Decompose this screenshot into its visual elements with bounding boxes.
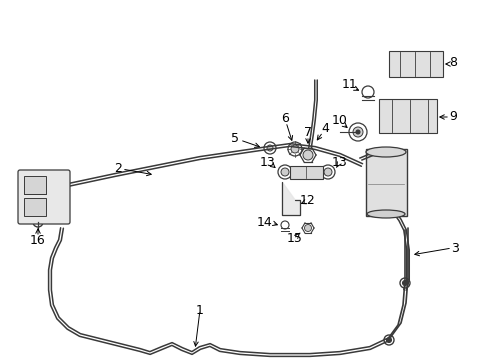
Text: 15: 15 (286, 231, 303, 244)
Circle shape (278, 165, 291, 179)
Ellipse shape (366, 210, 404, 218)
Circle shape (396, 194, 403, 202)
FancyBboxPatch shape (24, 198, 46, 216)
Circle shape (399, 278, 409, 288)
Text: 8: 8 (448, 55, 456, 68)
Text: 3: 3 (450, 242, 458, 255)
Text: 2: 2 (114, 162, 122, 175)
Text: 16: 16 (30, 234, 46, 247)
Text: 10: 10 (331, 113, 347, 126)
Circle shape (399, 60, 407, 68)
Circle shape (390, 112, 398, 120)
Circle shape (386, 338, 391, 342)
Text: 4: 4 (321, 122, 328, 135)
Circle shape (27, 204, 33, 210)
Text: 5: 5 (230, 131, 239, 144)
Circle shape (37, 181, 43, 187)
Text: 14: 14 (257, 216, 272, 229)
Circle shape (57, 180, 67, 190)
Circle shape (290, 145, 298, 153)
Circle shape (368, 194, 375, 202)
FancyBboxPatch shape (378, 99, 436, 133)
Circle shape (304, 225, 311, 231)
FancyBboxPatch shape (388, 51, 442, 77)
Circle shape (407, 112, 415, 120)
Circle shape (324, 168, 331, 176)
Circle shape (33, 217, 43, 227)
Circle shape (427, 60, 435, 68)
Circle shape (383, 335, 393, 345)
Circle shape (413, 60, 421, 68)
FancyBboxPatch shape (24, 176, 46, 194)
Circle shape (281, 221, 288, 229)
Circle shape (287, 142, 302, 156)
Ellipse shape (365, 147, 405, 157)
Circle shape (281, 168, 288, 176)
Text: 7: 7 (304, 126, 311, 139)
Circle shape (266, 145, 272, 151)
Circle shape (37, 204, 43, 210)
Circle shape (303, 150, 312, 160)
Circle shape (368, 166, 375, 174)
Text: 13: 13 (331, 156, 347, 168)
Circle shape (27, 181, 33, 187)
Circle shape (320, 165, 334, 179)
Circle shape (396, 166, 403, 174)
Text: 11: 11 (342, 78, 357, 91)
FancyBboxPatch shape (365, 148, 406, 216)
Text: 1: 1 (196, 303, 203, 316)
Circle shape (355, 130, 359, 134)
FancyBboxPatch shape (18, 170, 70, 224)
Text: 13: 13 (260, 156, 275, 168)
Polygon shape (282, 182, 299, 215)
Circle shape (402, 280, 407, 285)
Circle shape (361, 86, 373, 98)
Text: 12: 12 (300, 194, 315, 207)
Circle shape (60, 183, 64, 188)
Text: 6: 6 (281, 112, 288, 125)
Circle shape (425, 112, 433, 120)
Circle shape (264, 142, 275, 154)
FancyBboxPatch shape (289, 166, 322, 179)
Text: 9: 9 (448, 111, 456, 123)
Circle shape (348, 123, 366, 141)
Circle shape (352, 127, 362, 137)
